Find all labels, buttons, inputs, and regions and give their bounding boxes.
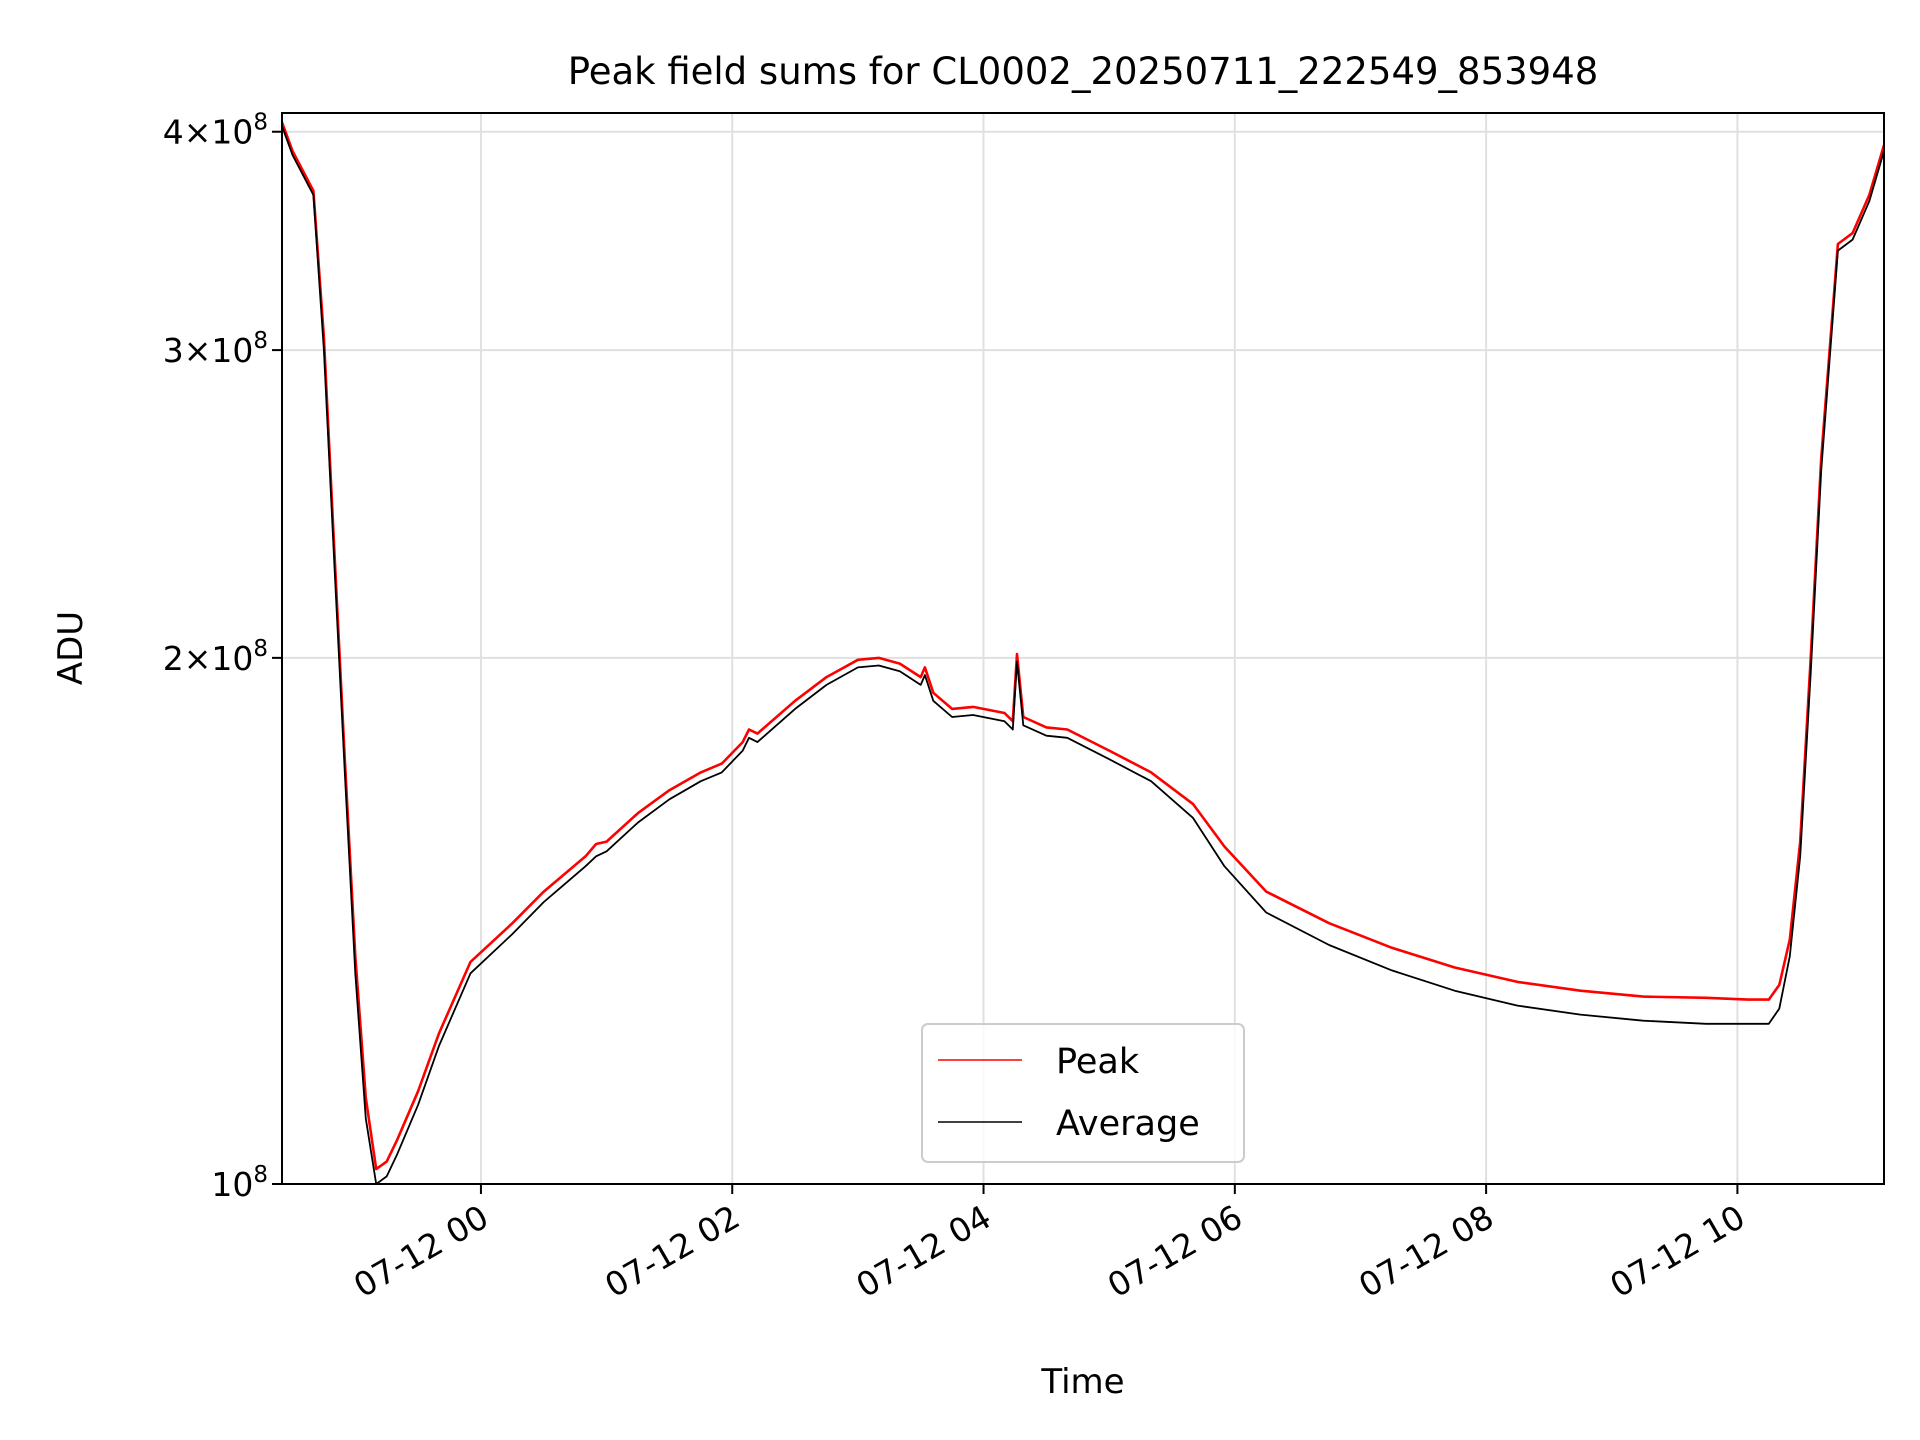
series-line-average bbox=[282, 125, 1884, 1184]
plot-frame bbox=[281, 112, 1885, 1185]
y-tick-label: 2×108 bbox=[163, 636, 268, 678]
x-axis-label: Time bbox=[1040, 1362, 1124, 1402]
y-axis-label: ADU bbox=[51, 611, 91, 685]
legend-box bbox=[921, 1023, 1245, 1163]
y-tick-label: 3×108 bbox=[163, 328, 268, 370]
legend-label-average: Average bbox=[1056, 1104, 1200, 1144]
y-tick-label: 4×108 bbox=[163, 110, 268, 152]
grid bbox=[282, 113, 1884, 1185]
series-layer bbox=[282, 121, 1884, 1184]
legend: Peak Average bbox=[921, 1023, 1245, 1163]
series-line-peak bbox=[282, 121, 1884, 1171]
legend-label-peak: Peak bbox=[1056, 1042, 1140, 1082]
chart-title: Peak field sums for CL0002_20250711_2225… bbox=[568, 50, 1599, 93]
